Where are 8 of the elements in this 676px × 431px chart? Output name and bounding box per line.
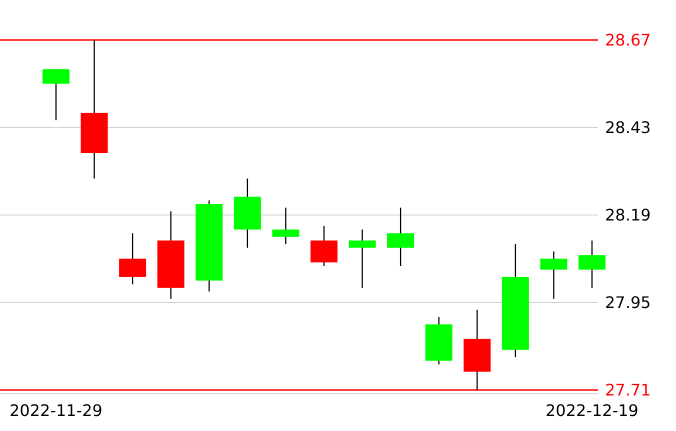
ref-line-label: 28.67 [605,30,651,50]
y-tick-label: 28.19 [605,206,651,225]
ref-line-label: 27.71 [605,380,651,400]
x-tick-label: 2022-12-19 [546,401,638,420]
y-tick-label: 27.95 [605,293,651,312]
x-tick-label: 2022-11-29 [10,401,102,420]
candlestick [348,228,376,288]
y-tick-label: 28.43 [605,118,651,138]
